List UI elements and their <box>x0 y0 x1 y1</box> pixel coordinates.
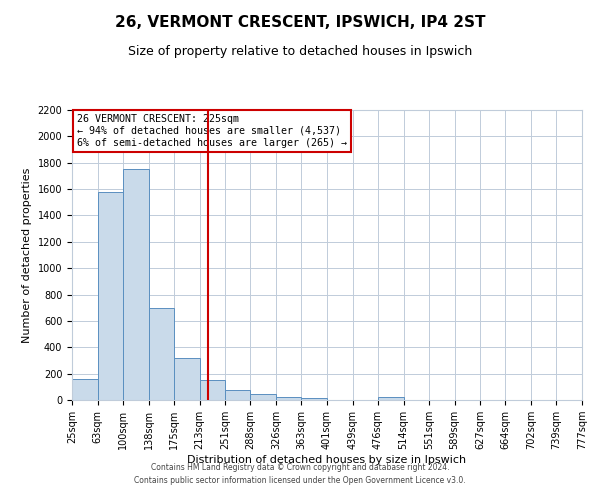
Bar <box>301 398 327 400</box>
Bar <box>123 170 149 400</box>
Text: 26, VERMONT CRESCENT, IPSWICH, IP4 2ST: 26, VERMONT CRESCENT, IPSWICH, IP4 2ST <box>115 15 485 30</box>
Bar <box>276 398 301 400</box>
Y-axis label: Number of detached properties: Number of detached properties <box>22 168 32 342</box>
Bar <box>174 358 199 400</box>
Bar <box>72 379 98 400</box>
X-axis label: Distribution of detached houses by size in Ipswich: Distribution of detached houses by size … <box>187 455 467 465</box>
Bar <box>149 308 174 400</box>
Text: Contains public sector information licensed under the Open Government Licence v3: Contains public sector information licen… <box>134 476 466 485</box>
Text: Size of property relative to detached houses in Ipswich: Size of property relative to detached ho… <box>128 45 472 58</box>
Bar <box>225 390 250 400</box>
Bar <box>378 398 404 400</box>
Bar <box>98 192 123 400</box>
Text: 26 VERMONT CRESCENT: 225sqm
← 94% of detached houses are smaller (4,537)
6% of s: 26 VERMONT CRESCENT: 225sqm ← 94% of det… <box>77 114 347 148</box>
Bar <box>250 394 276 400</box>
Text: Contains HM Land Registry data © Crown copyright and database right 2024.: Contains HM Land Registry data © Crown c… <box>151 464 449 472</box>
Bar <box>199 380 225 400</box>
